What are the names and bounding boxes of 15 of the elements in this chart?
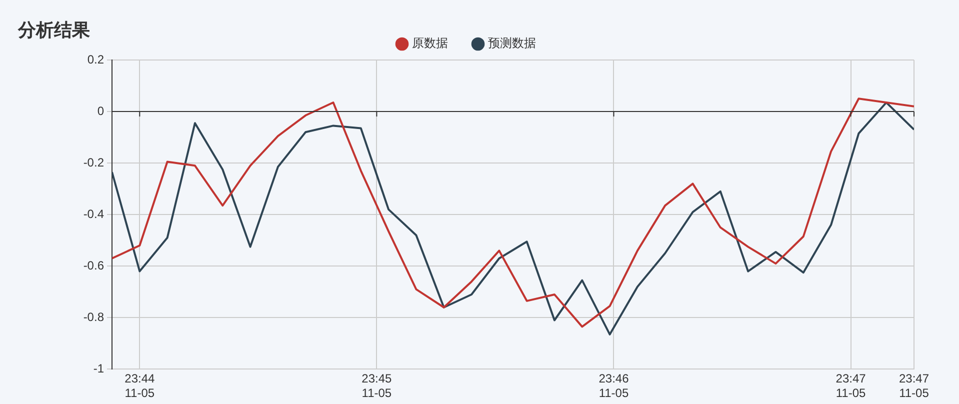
- y-tick-label: -0.6: [83, 258, 104, 272]
- y-tick-label: -0.8: [83, 310, 104, 324]
- x-tick-label: 23:45 11-05: [362, 372, 392, 400]
- x-tick-label: 23:44 11-05: [124, 372, 155, 400]
- y-tick-label: -1: [93, 362, 104, 376]
- chart-title: 分析结果: [18, 19, 90, 42]
- y-tick-label: 0: [97, 104, 104, 118]
- x-tick-label: 23:46 11-05: [598, 372, 630, 400]
- y-tick-label: 0.2: [87, 52, 104, 66]
- legend-label: 预测数据: [488, 36, 536, 50]
- x-tick-label: 23:47 11-05: [898, 372, 930, 400]
- y-tick-label: -0.2: [83, 155, 104, 170]
- x-tick-label: 23:47 11-05: [836, 372, 866, 400]
- legend-label: 原数据: [412, 36, 448, 50]
- y-tick-label: -0.4: [83, 206, 104, 221]
